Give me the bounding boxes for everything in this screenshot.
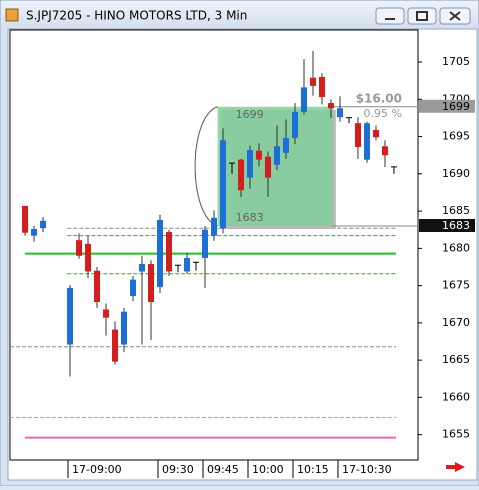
candle-body	[112, 329, 119, 362]
candle-body	[219, 140, 226, 229]
candle-body	[175, 264, 182, 266]
measure-arc	[194, 106, 218, 227]
candle-body	[148, 264, 155, 303]
y-tick-label: 1695	[442, 130, 470, 143]
x-tick-label: 09:45	[207, 463, 239, 476]
candle-body	[211, 217, 217, 236]
candle-body	[246, 149, 253, 178]
y-tick-label: 1670	[442, 316, 470, 329]
candle-body	[327, 103, 334, 109]
candle-body	[85, 243, 92, 272]
x-tick-label: 10:00	[252, 463, 284, 476]
maximize-button[interactable]	[407, 7, 437, 25]
measure-change: $16.00	[356, 91, 402, 105]
candle-body	[318, 76, 325, 98]
candle-body	[121, 311, 128, 345]
window-title: S.JPJ7205 - HINO MOTORS LTD, 3 Min	[26, 9, 247, 23]
candle-body	[309, 77, 316, 86]
y-tick-label: 1655	[442, 428, 470, 441]
window-buttons	[375, 7, 471, 25]
candle-body	[237, 159, 244, 191]
candle-body	[372, 129, 379, 138]
candle-body	[300, 87, 307, 112]
y-tick-label: 1685	[442, 204, 470, 217]
candle-body	[130, 279, 137, 297]
candle-body	[193, 261, 200, 263]
price-marker-label: 1683	[442, 219, 470, 232]
x-tick-label: 09:30	[162, 463, 194, 476]
candle-body	[184, 258, 191, 272]
window-icon	[5, 8, 19, 22]
candle-body	[273, 146, 280, 165]
candle-body	[22, 205, 29, 233]
y-tick-label: 1705	[442, 55, 470, 68]
candle-body	[157, 220, 164, 288]
x-tick-label: 17-09:00	[72, 463, 122, 476]
scroll-arrow[interactable]	[446, 462, 465, 472]
measure-low-label: 1683	[236, 211, 264, 224]
candle-body	[264, 156, 271, 178]
candle-body	[363, 123, 370, 160]
candle-body	[390, 166, 397, 168]
y-tick-label: 1675	[442, 279, 470, 292]
candle-body	[255, 150, 262, 160]
candle-body	[67, 287, 74, 345]
x-tick-label: 10:15	[297, 463, 329, 476]
measure-percent: 0.95 %	[364, 107, 402, 120]
candle-body	[40, 220, 47, 229]
candle-body	[103, 309, 110, 318]
candle-body	[31, 228, 38, 236]
candle-body	[336, 108, 343, 118]
candle-body	[345, 117, 352, 119]
candle-body	[76, 240, 83, 256]
price-marker-label: 1699	[442, 100, 470, 113]
candle-body	[381, 146, 388, 156]
measure-box	[217, 106, 333, 226]
y-tick-label: 1660	[442, 390, 470, 403]
y-tick-label: 1690	[442, 167, 470, 180]
minimize-button[interactable]	[375, 7, 405, 25]
candle-body	[282, 138, 289, 153]
measure-high-label: 1699	[236, 108, 264, 121]
candle-body	[139, 264, 146, 272]
y-tick-label: 1665	[442, 353, 470, 366]
candle-body	[94, 270, 101, 303]
candle-body	[228, 162, 235, 164]
y-tick-label: 1680	[442, 241, 470, 254]
candle-body	[202, 229, 209, 259]
price-marker	[419, 218, 475, 232]
candle-body	[354, 123, 361, 148]
candle-body	[291, 111, 298, 139]
plot-layer: 1655166016651670167516801685169016951700…	[10, 50, 475, 478]
x-tick-label: 17-10:30	[342, 463, 392, 476]
price-marker	[419, 99, 475, 113]
candle-body	[166, 231, 173, 272]
